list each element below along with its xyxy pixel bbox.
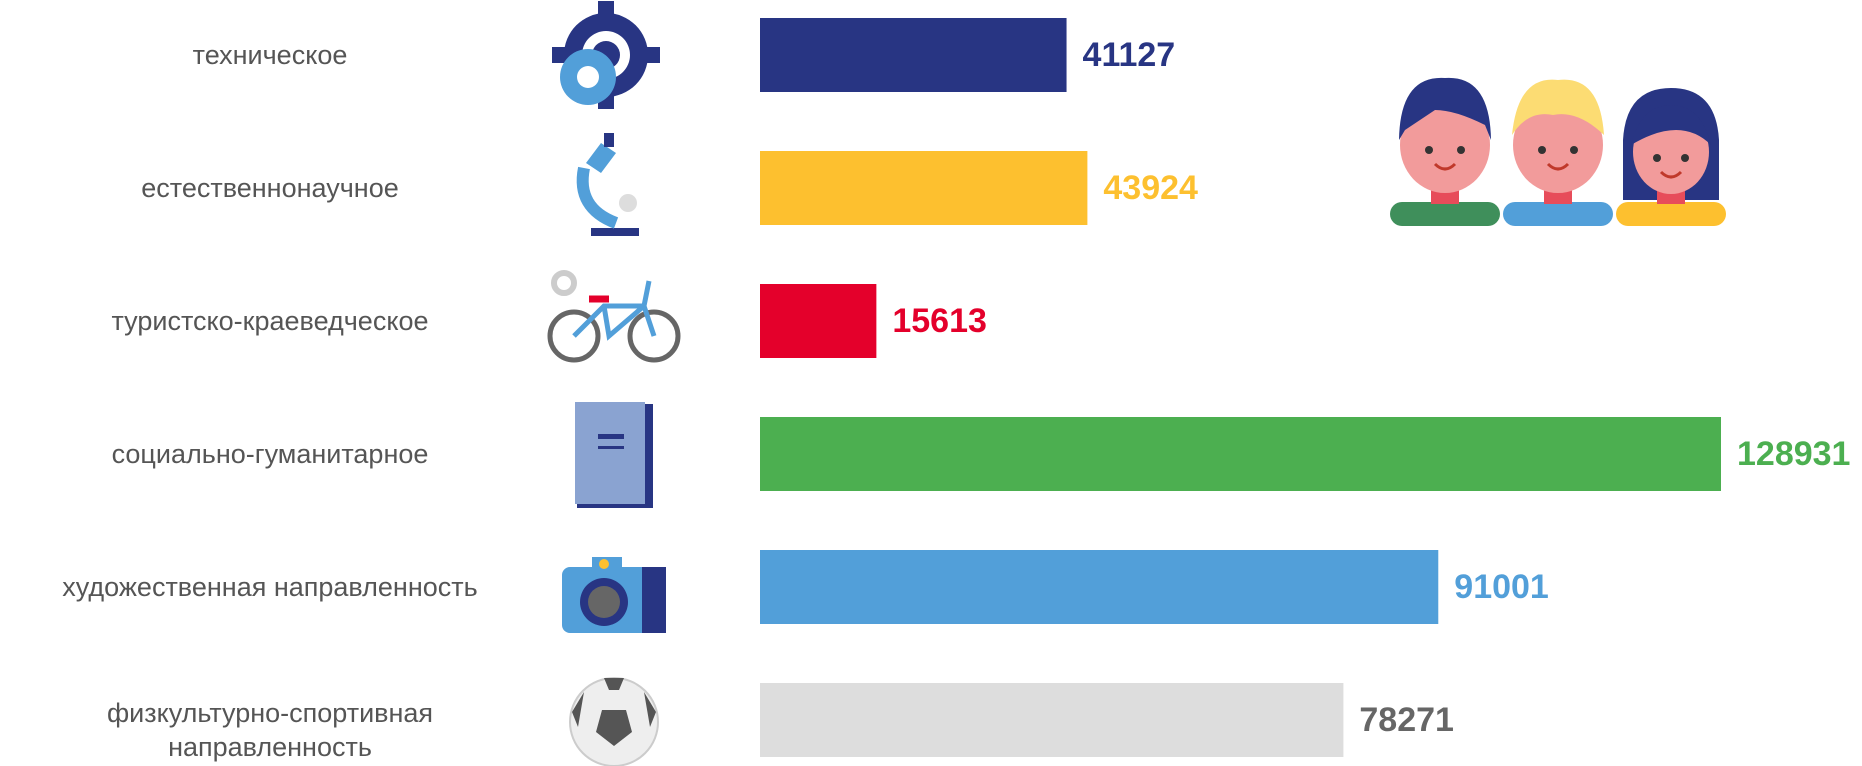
microscope-icon (576, 133, 639, 236)
category-label: социально-гуманитарное (111, 439, 429, 469)
category-label: техническое (192, 40, 348, 70)
bar (760, 683, 1344, 757)
category-label: художественная направленность (62, 572, 478, 602)
value-label: 91001 (1454, 568, 1549, 606)
bike-icon (547, 270, 681, 363)
value-label: 41127 (1083, 36, 1176, 74)
category-label: физкультурно-спортивная направленность (106, 698, 434, 762)
book-icon (575, 402, 653, 508)
bar (760, 151, 1088, 225)
gear-icon (552, 1, 660, 109)
bar (760, 284, 877, 358)
value-label: 15613 (892, 302, 987, 340)
value-label: 128931 (1737, 435, 1850, 473)
kids-illustration (1390, 77, 1726, 226)
category-label: туристско-краеведческое (111, 306, 429, 336)
value-label: 78271 (1359, 701, 1454, 739)
value-label: 43924 (1103, 169, 1198, 207)
ball-icon (569, 677, 659, 766)
bar (760, 550, 1439, 624)
bar (760, 18, 1067, 92)
bar (760, 417, 1721, 491)
camera-icon (562, 557, 666, 633)
category-label: естественнонаучное (141, 173, 399, 203)
